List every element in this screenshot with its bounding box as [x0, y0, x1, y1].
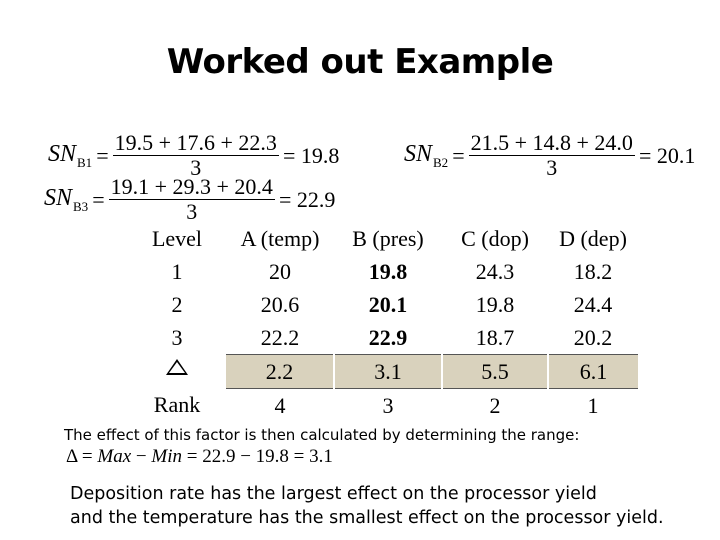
conclusion-line: Deposition rate has the largest effect o…	[70, 484, 597, 504]
numerator: 19.5 + 17.6 + 22.3	[112, 130, 279, 156]
equation-result: = 22.9	[278, 186, 336, 212]
fraction: 21.5 + 14.8 + 24.0 3	[468, 130, 635, 180]
table-cell: 18.2	[573, 258, 613, 284]
table-cell: 6.1	[547, 354, 638, 389]
table-cell: 19.8	[475, 291, 515, 317]
denominator: 3	[190, 155, 202, 180]
equation-sn-b2: SNB2 = 21.5 + 14.8 + 24.0 3 = 20.1	[404, 130, 696, 180]
equation-result: = 20.1	[638, 142, 696, 168]
rank-label: Rank	[153, 392, 201, 418]
equation-result: = 19.8	[282, 142, 340, 168]
table-cell: 22.2	[260, 324, 300, 350]
table-row: 2 20.6 20.1 19.8 24.4	[128, 288, 638, 321]
denominator: 3	[546, 155, 558, 180]
equation-symbol: SNB2	[404, 140, 449, 170]
fraction: 19.1 + 29.3 + 20.4 3	[108, 174, 275, 224]
column-header: B (pres)	[352, 225, 424, 251]
range-formula: Δ = Max − Min = 22.9 − 19.8 = 3.1	[66, 446, 333, 467]
table-row: 1 20 19.8 24.3 18.2	[128, 255, 638, 288]
table-cell: 3.1	[333, 354, 442, 389]
equation-symbol: SNB3	[44, 184, 89, 214]
table-cell: 20	[269, 258, 291, 284]
rank-row: Rank 4 3 2 1	[128, 389, 638, 423]
table-cell: 24.4	[573, 291, 613, 317]
table-cell: 18.7	[475, 324, 515, 350]
table-row: 3 22.2 22.9 18.7 20.2	[128, 321, 638, 355]
table-cell: 20.6	[260, 291, 300, 317]
equation-sn-b1: SNB1 = 19.5 + 17.6 + 22.3 3 = 19.8	[48, 130, 340, 180]
table-cell: 5.5	[441, 354, 548, 389]
table-cell: 20.1	[368, 291, 408, 317]
numerator: 21.5 + 14.8 + 24.0	[468, 130, 635, 156]
table-cell: 24.3	[475, 258, 515, 284]
table-cell: 19.8	[368, 258, 408, 284]
delta-label	[128, 355, 226, 389]
column-header: C (dop)	[461, 225, 529, 251]
numerator: 19.1 + 29.3 + 20.4	[108, 174, 275, 200]
table-cell: 3	[382, 392, 394, 418]
table-header-row: Level A (temp) B (pres) C (dop) D (dep)	[128, 222, 638, 255]
column-header: D (dep)	[559, 225, 627, 251]
equation-symbol: SNB1	[48, 140, 93, 170]
range-note: The effect of this factor is then calcul…	[64, 426, 580, 444]
conclusion-line: and the temperature has the smallest eff…	[70, 508, 664, 528]
delta-row: 2.2 3.1 5.5 6.1	[128, 354, 638, 389]
table-cell: 20.2	[573, 324, 613, 350]
table-cell: 4	[274, 392, 286, 418]
response-table: Level A (temp) B (pres) C (dop) D (dep) …	[128, 222, 638, 422]
delta-icon	[166, 358, 188, 375]
conclusion-text: Deposition rate has the largest effect o…	[70, 482, 664, 530]
table-cell: 2	[489, 392, 501, 418]
table-cell: 2.2	[226, 354, 334, 389]
table-cell: 3	[171, 324, 183, 350]
table-cell: 1	[587, 392, 599, 418]
denominator: 3	[186, 199, 198, 224]
column-header: Level	[151, 225, 203, 251]
column-header: A (temp)	[240, 225, 320, 251]
equation-sn-b3: SNB3 = 19.1 + 29.3 + 20.4 3 = 22.9	[44, 174, 336, 224]
table-cell: 2	[171, 291, 183, 317]
fraction: 19.5 + 17.6 + 22.3 3	[112, 130, 279, 180]
table-cell: 1	[171, 258, 183, 284]
page-title: Worked out Example	[166, 42, 554, 82]
table-cell: 22.9	[368, 324, 408, 350]
